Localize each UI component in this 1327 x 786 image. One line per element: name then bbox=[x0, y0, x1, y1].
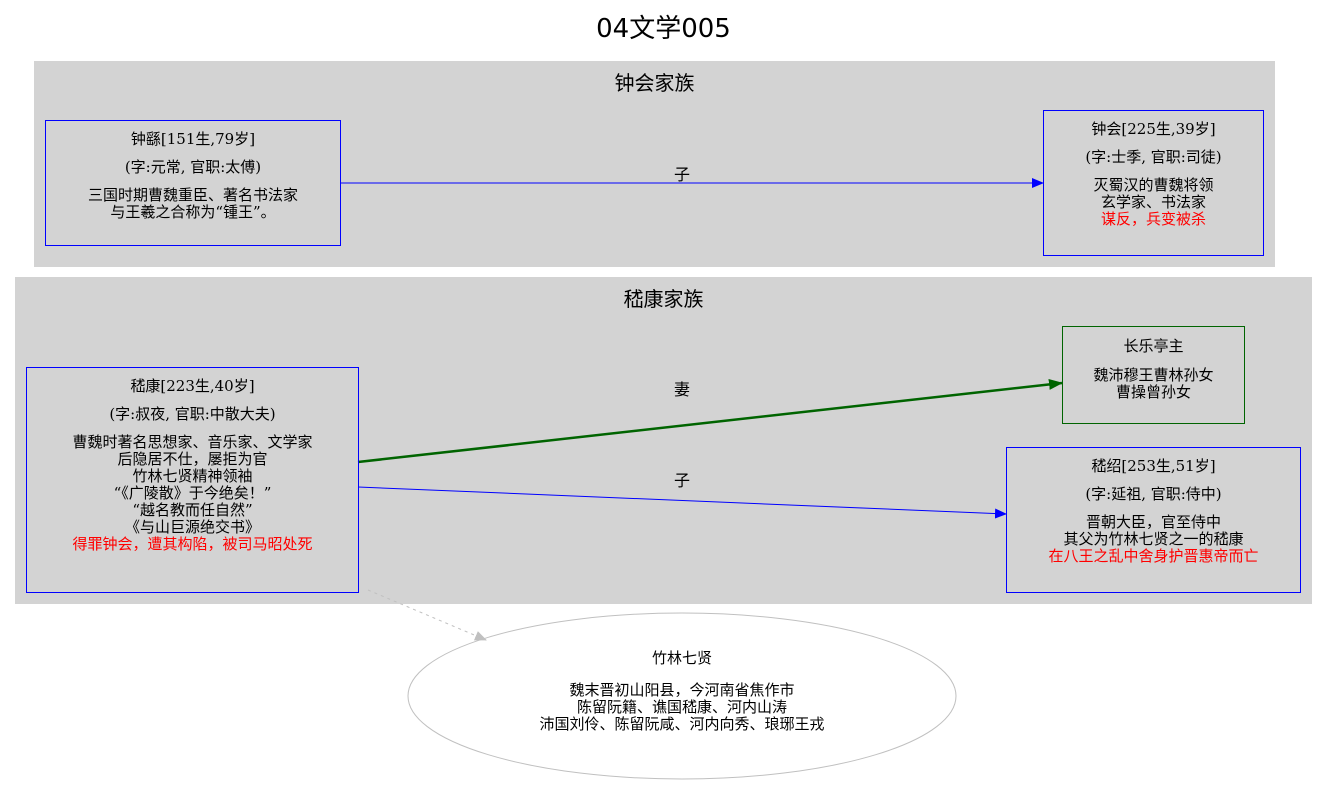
node-courtesy-name: (字:元常, 官职:太傅) bbox=[124, 158, 262, 176]
node-desc-line: “《广陵散》于今绝矣！” bbox=[113, 484, 272, 502]
node-desc-line: 玄学家、书法家 bbox=[1100, 193, 1206, 211]
node-fate: 谋反，兵变被杀 bbox=[1100, 210, 1206, 228]
node-desc-line: 《与山巨源绝交书》 bbox=[124, 518, 260, 536]
edge-jikang-zhulin bbox=[367, 589, 487, 641]
node-name: 钟会[225生,39岁] bbox=[1091, 120, 1216, 138]
node-zhonghui[interactable]: 钟会[225生,39岁] (字:士季, 官职:司徒) 灭蜀汉的曹魏将领 玄学家、… bbox=[1043, 110, 1264, 256]
node-zhulin-ellipse bbox=[407, 612, 957, 780]
node-desc-line: 三国时期曹魏重臣、著名书法家 bbox=[87, 186, 298, 204]
node-desc-line: 后隐居不仕，屡拒为官 bbox=[117, 450, 268, 468]
edge-label-wife: 妻 bbox=[673, 380, 690, 399]
node-zhongyao[interactable]: 钟繇[151生,79岁] (字:元常, 官职:太傅) 三国时期曹魏重臣、著名书法… bbox=[45, 120, 341, 246]
node-zhulin[interactable]: 竹林七贤 魏末晋初山阳县，今河南省焦作市 陈留阮籍、谯国嵇康、河内山涛 沛国刘伶… bbox=[408, 650, 956, 733]
node-name: 长乐亭主 bbox=[1123, 337, 1184, 355]
node-desc-line: 魏末晋初山阳县，今河南省焦作市 bbox=[569, 681, 795, 699]
node-name: 嵇康[223生,40岁] bbox=[130, 377, 255, 395]
node-jishao[interactable]: 嵇绍[253生,51岁] (字:延祖, 官职:侍中) 晋朝大臣，官至侍中 其父为… bbox=[1006, 447, 1301, 593]
node-desc-line: 竹林七贤精神领袖 bbox=[132, 467, 253, 485]
cluster-zhonghui-family: 钟会家族 bbox=[34, 61, 1275, 267]
node-courtesy-name: (字:叔夜, 官职:中散大夫) bbox=[109, 405, 276, 423]
node-courtesy-name: (字:士季, 官职:司徒) bbox=[1085, 148, 1222, 166]
node-desc-line: “越名教而任自然” bbox=[132, 501, 253, 519]
cluster-label: 钟会家族 bbox=[614, 71, 695, 95]
node-jikang[interactable]: 嵇康[223生,40岁] (字:叔夜, 官职:中散大夫) 曹魏时著名思想家、音乐… bbox=[26, 367, 359, 593]
node-desc-line: 与王羲之合称为“锺王”。 bbox=[110, 203, 276, 221]
node-desc-line: 其父为竹林七贤之一的嵇康 bbox=[1063, 530, 1244, 548]
node-desc-line: 晋朝大臣，官至侍中 bbox=[1085, 513, 1221, 531]
node-desc-line: 沛国刘伶、陈留阮咸、河内向秀、琅琊王戎 bbox=[539, 715, 825, 733]
node-desc-line: 陈留阮籍、谯国嵇康、河内山涛 bbox=[576, 698, 787, 716]
cluster-label: 嵇康家族 bbox=[623, 287, 704, 311]
node-desc-line: 曹魏时著名思想家、音乐家、文学家 bbox=[72, 433, 313, 451]
node-courtesy-name: (字:延祖, 官职:侍中) bbox=[1085, 485, 1222, 503]
node-fate: 在八王之乱中舍身护晋惠帝而亡 bbox=[1048, 547, 1259, 565]
node-desc-line: 灭蜀汉的曹魏将领 bbox=[1093, 176, 1214, 194]
node-name: 竹林七贤 bbox=[651, 649, 712, 667]
cluster-jikang-family: 嵇康家族 bbox=[15, 277, 1312, 604]
node-name: 嵇绍[253生,51岁] bbox=[1091, 457, 1216, 475]
node-desc-line: 魏沛穆王曹林孙女 bbox=[1093, 366, 1214, 384]
diagram-title: 04文学005 bbox=[596, 14, 731, 44]
node-name: 钟繇[151生,79岁] bbox=[130, 130, 256, 148]
edge-jikang-changle bbox=[357, 378, 1063, 464]
node-changle[interactable]: 长乐亭主 魏沛穆王曹林孙女 曹操曾孙女 bbox=[1062, 326, 1245, 424]
edge-label-son: 子 bbox=[673, 165, 690, 184]
node-desc-line: 曹操曾孙女 bbox=[1115, 383, 1191, 401]
node-fate: 得罪钟会，遭其构陷，被司马昭处死 bbox=[72, 535, 313, 553]
edge-label-son: 子 bbox=[673, 471, 690, 490]
edge-jikang-jishao bbox=[357, 486, 1007, 519]
